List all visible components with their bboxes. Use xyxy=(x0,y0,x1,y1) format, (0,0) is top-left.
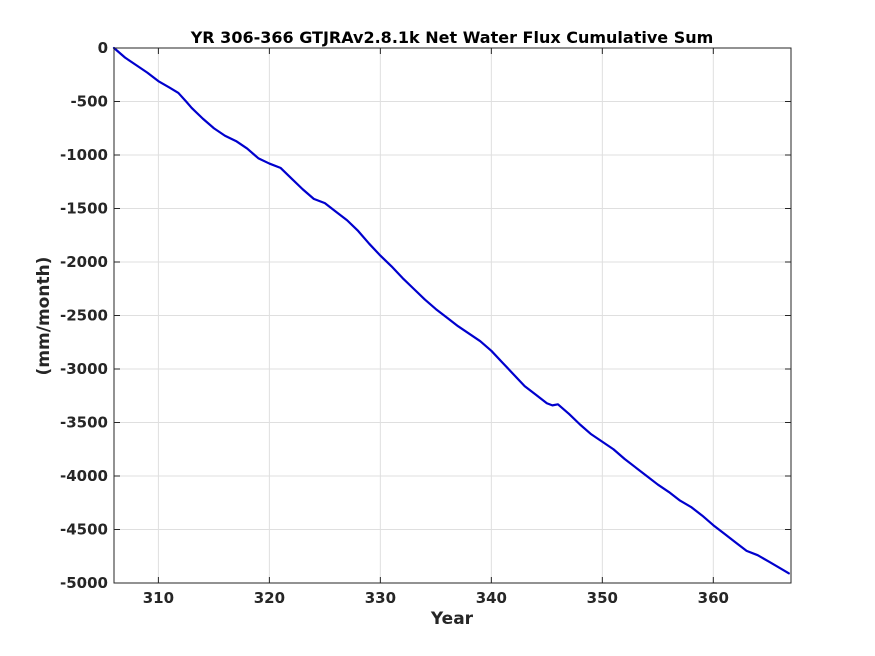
y-tick-label: -1500 xyxy=(60,200,108,218)
y-axis-label: (mm/month) xyxy=(34,257,54,376)
y-tick-label: -4500 xyxy=(60,521,108,539)
y-tick-label: -2500 xyxy=(60,307,108,325)
y-tick-label: -3000 xyxy=(60,360,108,378)
tick-marks xyxy=(114,47,791,584)
x-tick-label: 350 xyxy=(587,589,618,607)
series-line xyxy=(112,46,790,575)
y-tick-label: -5000 xyxy=(60,574,108,592)
x-axis-label: Year xyxy=(430,609,474,629)
y-tick-label: -4000 xyxy=(60,467,108,485)
x-tick-label: 310 xyxy=(143,589,174,607)
y-tick-labels: 0 -500 -1000 -1500 -2000 -2500 -3000 -3500 -4000… xyxy=(60,39,108,592)
y-tick-label: -500 xyxy=(70,93,108,111)
y-tick-label: -3500 xyxy=(60,414,108,432)
x-tick-label: 330 xyxy=(365,589,396,607)
x-tick-label: 320 xyxy=(254,589,285,607)
series-layer xyxy=(112,46,790,575)
chart-title: YR 306-366 GTJRAv2.8.1k Net Water Flux C… xyxy=(190,28,714,47)
y-tick-label: 0 xyxy=(98,39,108,57)
x-tick-label: 340 xyxy=(476,589,507,607)
x-tick-labels: 310 320 330 340 350 360 xyxy=(143,589,729,607)
y-tick-label: -1000 xyxy=(60,146,108,164)
y-tick-label: -2000 xyxy=(60,253,108,271)
x-tick-label: 360 xyxy=(698,589,729,607)
